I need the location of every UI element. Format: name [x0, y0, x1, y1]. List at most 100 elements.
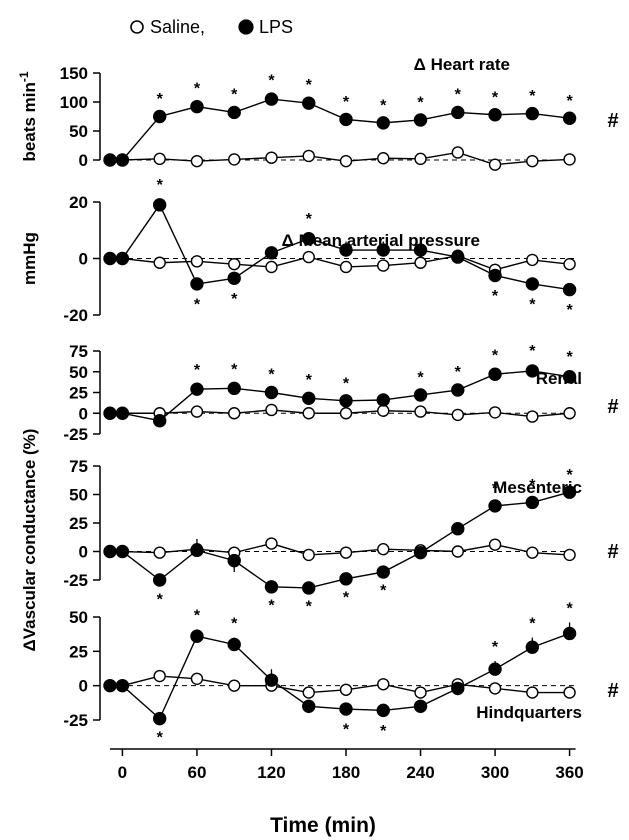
lps-data-point — [115, 544, 130, 559]
y-tick-label: 75 — [69, 457, 88, 476]
y-tick-label: 100 — [60, 93, 88, 112]
lps-series-line — [110, 98, 570, 161]
significance-star: * — [343, 375, 350, 392]
lps-data-point — [227, 381, 241, 396]
lps-data-point — [451, 250, 465, 264]
y-tick-label: 0 — [79, 250, 88, 269]
y-tick-label: 0 — [79, 404, 88, 423]
significance-star: * — [231, 361, 238, 378]
significance-star: * — [194, 607, 201, 624]
saline-data-point — [339, 546, 353, 559]
shared-y-axis-label: ΔVascular conductance (%) — [20, 429, 39, 652]
lps-data-point — [376, 703, 390, 718]
panel-title: Hindquarters — [476, 703, 582, 722]
y-tick-label: 75 — [69, 342, 88, 361]
significance-star: * — [566, 467, 573, 484]
significance-star: * — [343, 589, 350, 606]
significance-star: * — [268, 72, 275, 89]
significance-star: * — [417, 95, 424, 112]
saline-data-point — [339, 260, 353, 274]
saline-data-point — [302, 407, 315, 420]
saline-data-point — [265, 260, 278, 274]
x-tick-label: 300 — [481, 763, 509, 782]
saline-data-point — [377, 678, 390, 691]
y-tick-label: 25 — [69, 642, 88, 661]
significance-star: * — [566, 349, 573, 366]
significance-hash: # — [607, 396, 618, 418]
lps-data-point — [115, 153, 130, 167]
saline-data-point — [153, 669, 166, 683]
saline-data-point — [228, 257, 241, 271]
y-tick-label: 25 — [69, 514, 88, 533]
saline-data-point — [190, 255, 204, 268]
significance-star: * — [566, 600, 573, 617]
saline-data-point — [488, 682, 502, 695]
lps-data-point — [488, 662, 502, 676]
lps-data-point — [488, 367, 502, 381]
legend: Saline, LPS — [130, 17, 293, 37]
x-tick-label: 0 — [118, 763, 127, 782]
significance-hash: # — [607, 680, 618, 702]
lps-data-point — [103, 406, 117, 420]
lps-data-point — [103, 153, 117, 167]
y-tick-label: 50 — [69, 363, 88, 382]
saline-data-point — [377, 543, 390, 556]
lps-data-point — [302, 699, 316, 713]
saline-data-point — [526, 410, 539, 423]
significance-star: * — [566, 93, 573, 110]
significance-star: * — [268, 597, 275, 614]
significance-hash: # — [607, 541, 618, 563]
saline-data-point — [488, 158, 502, 171]
lps-data-point — [488, 108, 502, 122]
significance-star: * — [380, 723, 387, 740]
significance-star: * — [231, 616, 238, 633]
lps-data-point — [190, 629, 204, 643]
panel-4: -25 0 25 50 75 Mesenteric # * * * * * * * * — [63, 457, 618, 615]
lps-data-point — [525, 106, 540, 121]
panel-title: Mesenteric — [493, 478, 582, 497]
panel-5: -25 0 25 50 Hindquarters # * * * * * * * * — [63, 600, 618, 746]
x-tick-label: 360 — [555, 763, 583, 782]
lps-data-point — [190, 277, 204, 291]
saline-data-point — [414, 256, 427, 269]
saline-data-point — [377, 259, 390, 272]
lps-data-point — [451, 681, 465, 696]
significance-star: * — [157, 592, 164, 609]
significance-star: * — [306, 77, 313, 94]
x-tick-label: 240 — [406, 763, 434, 782]
lps-data-point — [190, 99, 204, 114]
lps-data-point — [264, 385, 279, 400]
saline-data-point — [488, 406, 502, 419]
lps-data-point — [488, 268, 502, 283]
lps-data-point — [562, 626, 577, 641]
y-axis-label: mmHg — [20, 232, 39, 285]
y-tick-label: 0 — [79, 151, 88, 170]
significance-star: * — [194, 362, 201, 379]
significance-star: * — [194, 297, 201, 314]
y-tick-label: 0 — [79, 677, 88, 696]
lps-data-point — [103, 678, 117, 693]
lps-data-point — [227, 105, 241, 120]
lps-data-point — [376, 116, 390, 130]
lps-data-point — [264, 92, 279, 106]
saline-data-point — [563, 686, 576, 699]
y-tick-label: 50 — [69, 608, 88, 627]
lps-data-point — [115, 251, 130, 266]
saline-data-point — [265, 151, 278, 164]
lps-data-point — [562, 282, 577, 297]
saline-data-point — [190, 672, 204, 685]
y-tick-label: 0 — [79, 543, 88, 562]
saline-data-point — [526, 686, 539, 699]
saline-data-point — [228, 407, 241, 420]
lps-data-point — [103, 251, 117, 266]
significance-star: * — [194, 81, 201, 98]
saline-data-point — [451, 146, 464, 159]
y-tick-label: 20 — [69, 193, 88, 212]
lps-data-point — [525, 640, 540, 654]
x-axis: 0 60 120 180 240 300 360 — [110, 748, 584, 782]
saline-data-point — [228, 679, 241, 692]
significance-star: * — [157, 91, 164, 108]
